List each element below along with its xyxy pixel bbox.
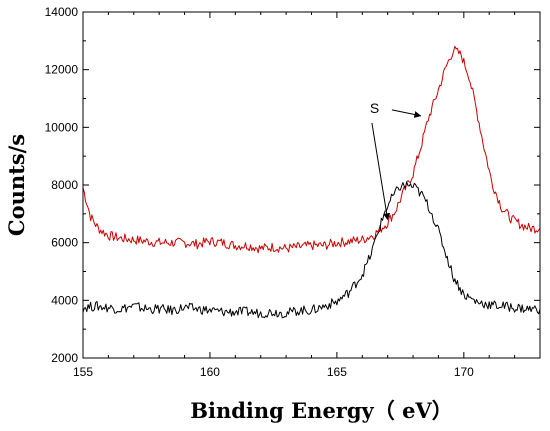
- plot-frame: [82, 11, 541, 359]
- x-tick-label: 160: [200, 365, 220, 379]
- y-tick-label: 2000: [51, 351, 78, 365]
- y-tick-label: 6000: [51, 236, 78, 250]
- y-tick-label: 4000: [51, 293, 78, 307]
- x-tick-label: 170: [454, 365, 474, 379]
- series-line-2: [82, 181, 541, 319]
- annotation-arrow: [391, 109, 422, 118]
- y-tick-label: 10000: [45, 120, 79, 134]
- x-tick-label: 165: [327, 365, 347, 379]
- series-layer: [82, 45, 541, 319]
- y-tick-label: 12000: [45, 63, 79, 77]
- annotation-arrow: [371, 122, 391, 221]
- y-tick-label: 8000: [51, 178, 78, 192]
- series-line-1: [82, 45, 541, 254]
- y-axis-title: Counts/s: [4, 134, 29, 236]
- y-tick-label: 14000: [45, 5, 79, 19]
- annotation-label: S: [370, 100, 379, 116]
- x-tick-label: 155: [73, 365, 93, 379]
- x-axis-title: Binding Energy（ eV）: [190, 398, 452, 423]
- annotation-layer: S: [370, 100, 422, 221]
- ticks-layer: 155 160 165 170 2000 4000 6000 8000 10000 12000 14…: [45, 5, 541, 379]
